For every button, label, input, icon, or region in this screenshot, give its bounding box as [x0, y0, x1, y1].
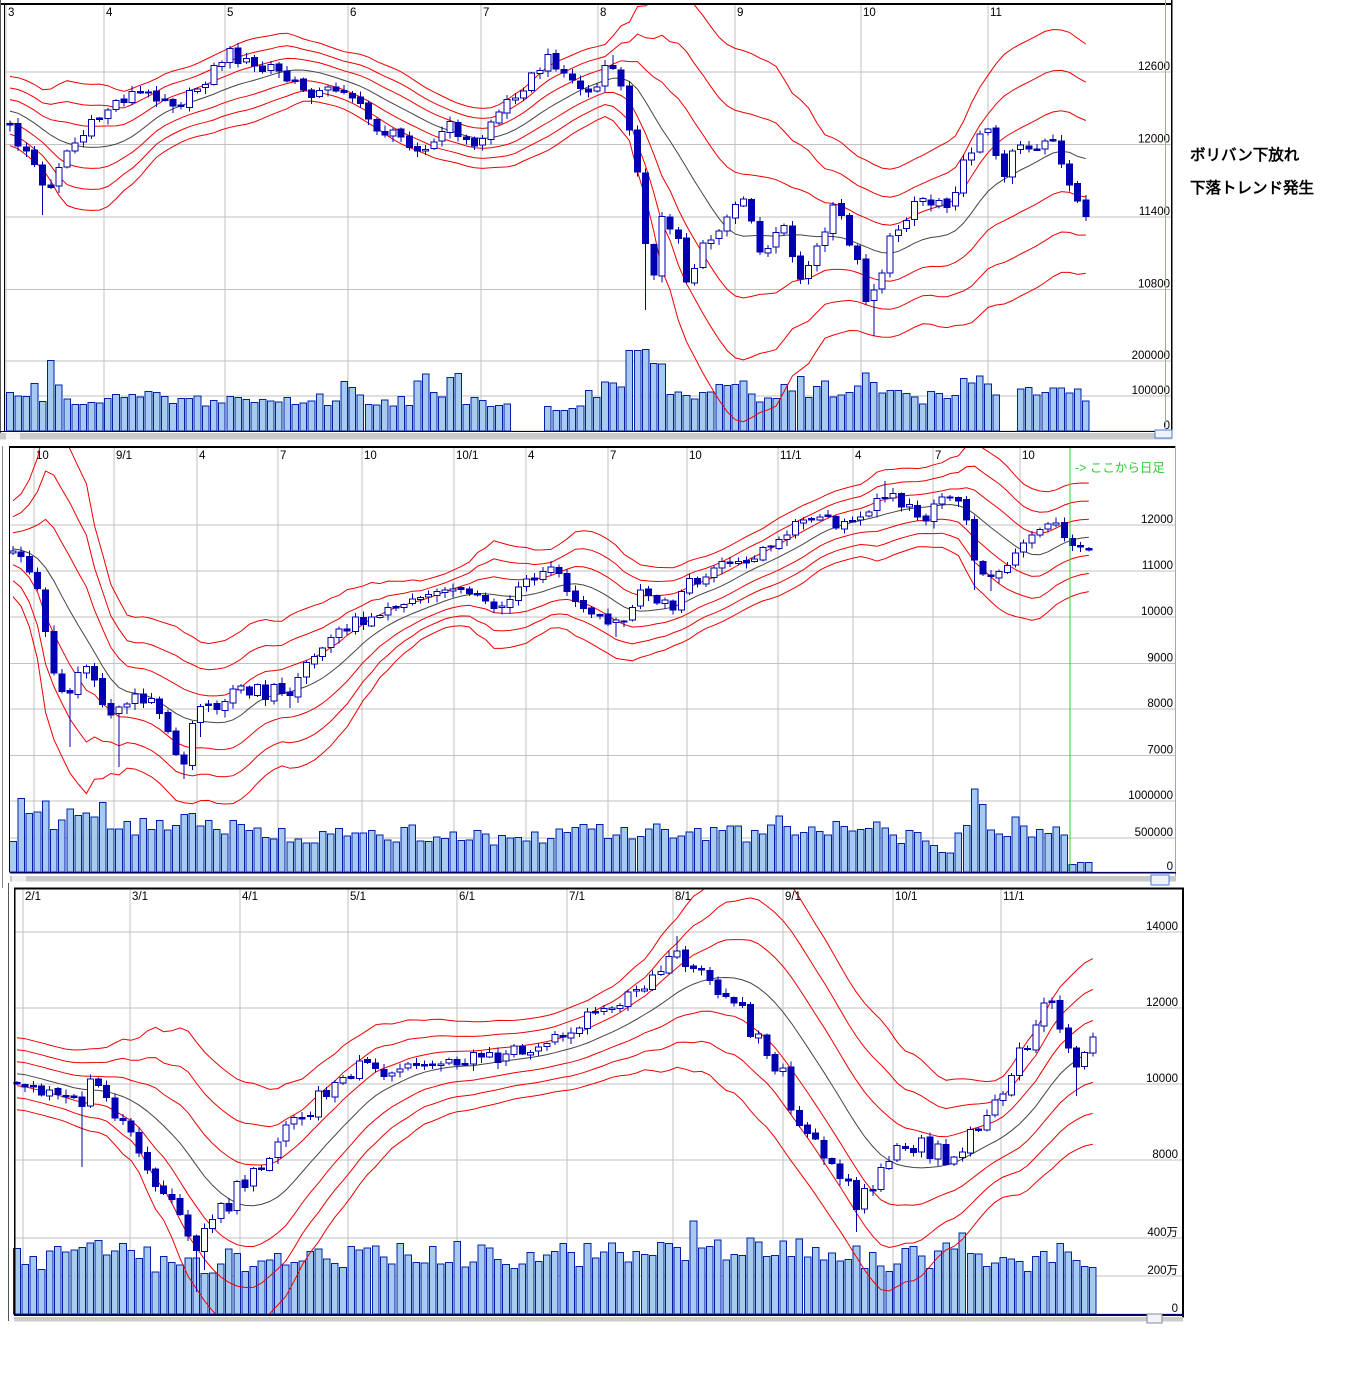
svg-text:10: 10	[364, 450, 377, 462]
svg-text:-> ここから日足: -> ここから日足	[1075, 461, 1165, 475]
svg-text:10/1: 10/1	[895, 891, 917, 903]
svg-text:下落トレンド発生: 下落トレンド発生	[1190, 178, 1315, 197]
svg-text:400万: 400万	[1147, 1227, 1178, 1239]
svg-text:7: 7	[483, 7, 489, 19]
svg-text:100000: 100000	[1132, 385, 1170, 397]
svg-text:12000: 12000	[1141, 514, 1173, 526]
svg-text:10800: 10800	[1138, 279, 1170, 291]
svg-text:10000: 10000	[1141, 606, 1173, 618]
svg-text:14000: 14000	[1146, 921, 1178, 933]
svg-text:10: 10	[689, 450, 702, 462]
svg-text:10: 10	[36, 450, 49, 462]
svg-text:9000: 9000	[1147, 653, 1173, 665]
svg-text:1000000: 1000000	[1128, 790, 1173, 802]
svg-text:10/1: 10/1	[456, 450, 478, 462]
svg-text:200000: 200000	[1132, 350, 1170, 362]
svg-text:3/1: 3/1	[132, 891, 148, 903]
svg-text:2/1: 2/1	[25, 891, 41, 903]
svg-text:7/1: 7/1	[569, 891, 585, 903]
svg-text:11/1: 11/1	[1003, 891, 1025, 903]
svg-text:10: 10	[1022, 450, 1035, 462]
svg-text:5: 5	[227, 7, 233, 19]
svg-text:6/1: 6/1	[459, 891, 475, 903]
svg-text:0: 0	[1164, 420, 1170, 432]
svg-text:7: 7	[280, 450, 286, 462]
svg-text:8/1: 8/1	[675, 891, 691, 903]
svg-text:12000: 12000	[1146, 997, 1178, 1009]
svg-text:11: 11	[990, 7, 1002, 19]
svg-text:0: 0	[1172, 1303, 1178, 1315]
svg-text:4: 4	[199, 450, 206, 462]
svg-text:ボリバン下放れ: ボリバン下放れ	[1190, 145, 1300, 164]
svg-text:4: 4	[855, 450, 862, 462]
svg-text:11/1: 11/1	[780, 450, 802, 462]
svg-text:8000: 8000	[1152, 1149, 1178, 1161]
svg-text:6: 6	[350, 7, 356, 19]
svg-text:8: 8	[600, 7, 606, 19]
svg-text:0: 0	[1167, 861, 1173, 873]
svg-text:4: 4	[528, 450, 535, 462]
svg-text:500000: 500000	[1135, 827, 1173, 839]
svg-text:11400: 11400	[1139, 206, 1170, 218]
svg-text:8000: 8000	[1147, 698, 1173, 710]
svg-text:9/1: 9/1	[785, 891, 801, 903]
svg-text:3: 3	[8, 7, 14, 19]
svg-text:10000: 10000	[1146, 1073, 1178, 1085]
svg-text:9/1: 9/1	[116, 450, 132, 462]
svg-text:7000: 7000	[1147, 745, 1173, 757]
svg-text:4: 4	[106, 7, 113, 19]
svg-text:9: 9	[737, 7, 743, 19]
svg-text:11000: 11000	[1142, 560, 1173, 572]
svg-text:7: 7	[610, 450, 616, 462]
svg-text:7: 7	[935, 450, 941, 462]
svg-text:4/1: 4/1	[242, 891, 258, 903]
svg-text:10: 10	[863, 7, 876, 19]
svg-text:12600: 12600	[1138, 61, 1170, 73]
svg-text:12000: 12000	[1138, 134, 1170, 146]
svg-text:5/1: 5/1	[350, 891, 366, 903]
svg-text:200万: 200万	[1147, 1265, 1178, 1277]
